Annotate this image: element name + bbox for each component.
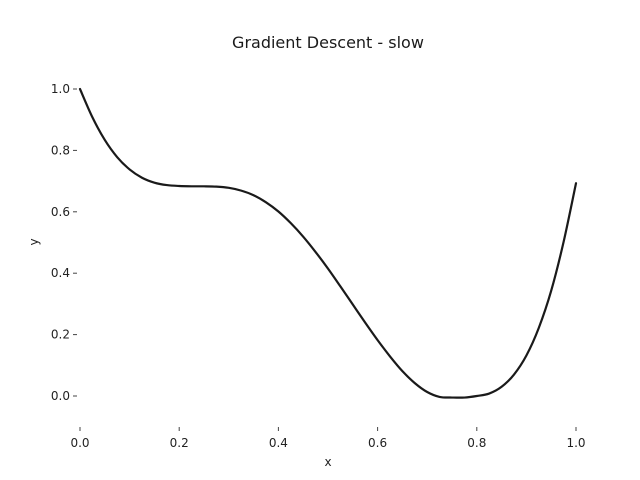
x-axis-ticks: 0.0 0.2 0.4 0.6 0.8 1.0 xyxy=(70,427,586,450)
x-tick-label: 0.0 xyxy=(70,436,89,450)
x-tick-label: 0.4 xyxy=(269,436,288,450)
y-tick-label: 1.0 xyxy=(51,82,70,96)
y-tick-label: 0.4 xyxy=(51,266,70,280)
y-tick-label: 0.6 xyxy=(51,205,70,219)
y-tick-label: 0.0 xyxy=(51,389,70,403)
x-tick-label: 0.8 xyxy=(467,436,486,450)
x-tick-label: 0.6 xyxy=(368,436,387,450)
y-axis-label: y xyxy=(27,238,41,245)
x-tick-label: 0.2 xyxy=(170,436,189,450)
x-tick-label: 1.0 xyxy=(566,436,585,450)
chart-title: Gradient Descent - slow xyxy=(232,33,424,52)
x-axis-label: x xyxy=(324,455,331,469)
data-series-line xyxy=(78,87,578,399)
y-tick-label: 0.2 xyxy=(51,328,70,342)
y-axis-ticks: 0.0 0.2 0.4 0.6 0.8 1.0 xyxy=(51,82,77,403)
y-tick-label: 0.8 xyxy=(51,143,70,157)
